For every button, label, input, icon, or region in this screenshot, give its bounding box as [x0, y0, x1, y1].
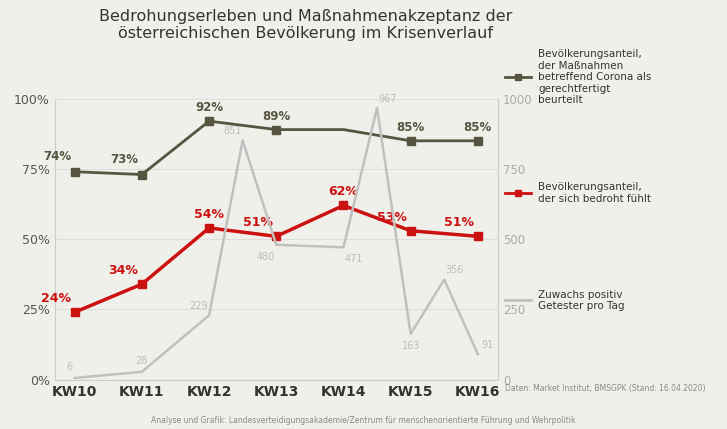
Text: 967: 967 — [378, 94, 396, 104]
Text: 51%: 51% — [444, 216, 475, 230]
Text: 91: 91 — [482, 340, 494, 350]
Text: 163: 163 — [401, 341, 419, 351]
Text: 471: 471 — [345, 254, 363, 264]
Text: Bedrohungserleben und Maßnahmenakzeptanz der
österreichischen Bevölkerung im Kri: Bedrohungserleben und Maßnahmenakzeptanz… — [99, 9, 512, 41]
Text: Bevölkerungsanteil,
der Maßnahmen
betreffend Corona als
gerechtfertigt
beurteilt: Bevölkerungsanteil, der Maßnahmen betref… — [538, 49, 651, 106]
Text: 74%: 74% — [43, 150, 71, 163]
Text: 73%: 73% — [111, 153, 139, 166]
Text: 85%: 85% — [396, 121, 425, 134]
Text: 6: 6 — [66, 363, 73, 372]
Text: 53%: 53% — [377, 211, 407, 224]
Text: Analyse und Grafik: Landesverteidigungsakademie/Zentrum für menschenorientierte : Analyse und Grafik: Landesverteidigungsa… — [151, 416, 576, 425]
Text: Zuwachs positiv
Getester pro Tag: Zuwachs positiv Getester pro Tag — [538, 290, 624, 311]
Text: 54%: 54% — [194, 208, 224, 221]
Text: 851: 851 — [223, 126, 242, 136]
Text: 62%: 62% — [329, 185, 358, 199]
Text: 229: 229 — [190, 301, 209, 311]
Text: Daten: Market Institut, BMSGPK (Stand: 16.04.2020): Daten: Market Institut, BMSGPK (Stand: 1… — [505, 384, 705, 393]
Text: 480: 480 — [257, 252, 276, 262]
Text: 34%: 34% — [108, 264, 139, 277]
Text: 51%: 51% — [243, 216, 273, 230]
Text: 92%: 92% — [195, 101, 223, 114]
Text: 89%: 89% — [262, 109, 290, 123]
Text: 356: 356 — [445, 266, 464, 275]
Text: 85%: 85% — [464, 121, 492, 134]
Text: Bevölkerungsanteil,
der sich bedroht fühlt: Bevölkerungsanteil, der sich bedroht füh… — [538, 182, 651, 204]
Text: 28: 28 — [136, 356, 148, 366]
Text: 24%: 24% — [41, 292, 71, 305]
